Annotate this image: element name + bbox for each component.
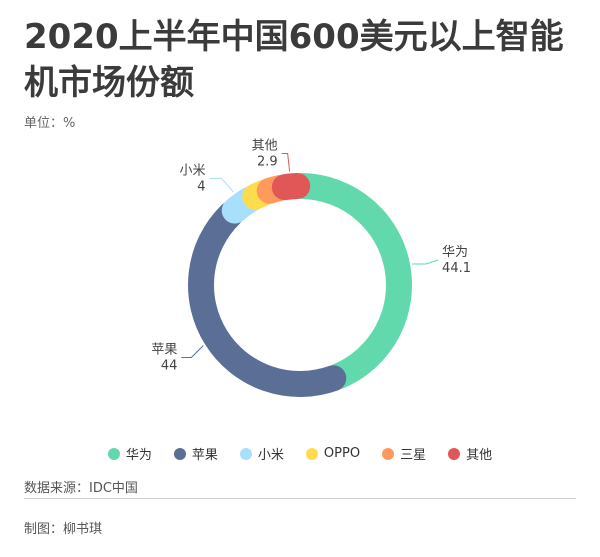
divider bbox=[24, 498, 576, 499]
legend-marker bbox=[239, 447, 252, 460]
legend-item-5[interactable]: 其他 bbox=[448, 444, 492, 463]
data-source: 数据来源：IDC中国 bbox=[24, 481, 138, 496]
donut-slice-0[interactable] bbox=[289, 173, 412, 390]
legend-label: 苹果 bbox=[191, 448, 218, 463]
legend-item-1[interactable]: 苹果 bbox=[173, 444, 218, 463]
slice-label-value-0: 44.1 bbox=[442, 261, 471, 276]
leader-line-3 bbox=[281, 152, 291, 172]
legend-marker bbox=[173, 447, 186, 460]
leader-line-2 bbox=[209, 177, 234, 193]
legend-label: OPPO bbox=[323, 446, 361, 461]
unit-label: 单位：% bbox=[24, 116, 76, 131]
leader-line-0 bbox=[412, 259, 439, 265]
legend-item-3[interactable]: OPPO bbox=[305, 444, 361, 463]
donut-slice-5[interactable] bbox=[271, 173, 311, 201]
slice-label-value-2: 4 bbox=[197, 179, 205, 194]
slice-label-name-1: 苹果 bbox=[151, 342, 177, 357]
legend-item-0[interactable]: 华为 bbox=[107, 444, 152, 463]
legend-label: 小米 bbox=[257, 448, 284, 463]
donut-slice-1[interactable] bbox=[188, 201, 347, 397]
slice-label-value-1: 44 bbox=[161, 358, 178, 373]
leader-line-1 bbox=[181, 345, 204, 358]
slice-label-name-0: 华为 bbox=[442, 245, 468, 260]
slice-label-name-2: 小米 bbox=[180, 163, 206, 178]
chart-title: 2020上半年中国600美元以上智能机市场份额 bbox=[24, 17, 564, 103]
legend-label: 其他 bbox=[466, 448, 493, 463]
chart-legend: 华为 苹果 小米 OPPO 三星 其他 bbox=[0, 444, 600, 463]
legend-item-4[interactable]: 三星 bbox=[382, 444, 426, 463]
legend-marker bbox=[107, 447, 120, 460]
legend-item-2[interactable]: 小米 bbox=[239, 444, 284, 463]
legend-label: 华为 bbox=[125, 448, 152, 463]
legend-marker bbox=[305, 447, 318, 460]
chart-author: 制图：柳书琪 bbox=[24, 522, 103, 537]
slice-label-value-3: 2.9 bbox=[257, 154, 278, 169]
slice-label-name-3: 其他 bbox=[252, 138, 278, 153]
legend-label: 三星 bbox=[400, 448, 427, 463]
legend-marker bbox=[382, 447, 395, 460]
legend-marker bbox=[448, 447, 461, 460]
